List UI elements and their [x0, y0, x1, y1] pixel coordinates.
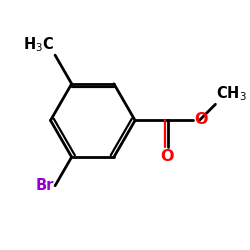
Text: Br: Br [36, 178, 54, 193]
Text: CH$_3$: CH$_3$ [216, 84, 247, 103]
Text: H$_3$C: H$_3$C [23, 35, 54, 54]
Text: O: O [160, 150, 174, 164]
Text: O: O [194, 112, 208, 127]
